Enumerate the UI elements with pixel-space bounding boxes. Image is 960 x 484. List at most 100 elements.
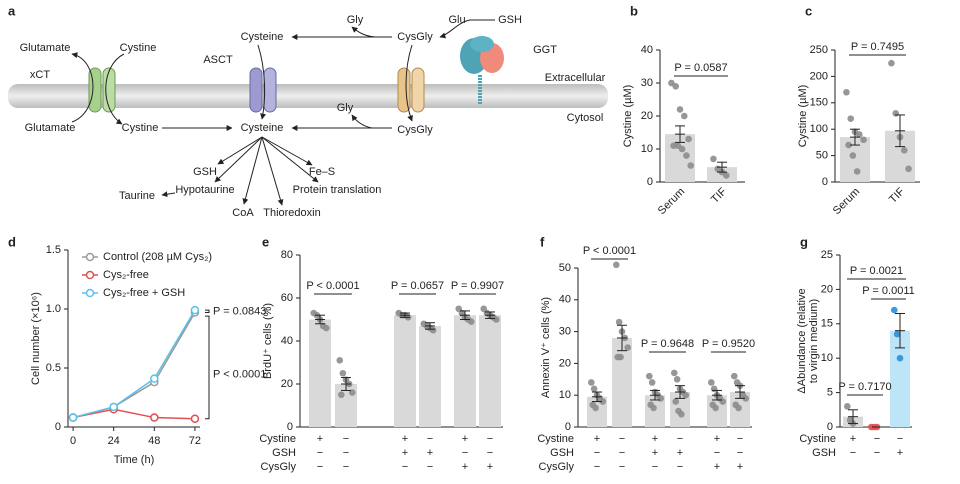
panel-label: b <box>630 3 638 18</box>
y-axis-label: BrdU⁺ cells (%) <box>262 303 274 379</box>
label: Cysteine <box>241 122 284 134</box>
label: Gly <box>337 102 354 114</box>
x-tick-label: 72 <box>189 435 201 447</box>
arrow <box>71 52 94 123</box>
p-value: P = 0.9648 <box>641 338 694 350</box>
data-point <box>190 414 200 423</box>
x-axis-label: Time (h) <box>114 454 155 466</box>
data-point <box>492 316 500 323</box>
data-point <box>892 110 900 117</box>
condition-sign: − <box>487 447 493 459</box>
data-point <box>109 402 118 412</box>
condition-sign: + <box>487 461 493 473</box>
label: ASCT <box>203 54 233 66</box>
panel-label: c <box>805 3 812 18</box>
p-value: P = 0.0587 <box>674 62 727 74</box>
data-point <box>843 403 851 410</box>
y-axis-label: Cystine (µM) <box>797 85 809 148</box>
condition-name: GSH <box>812 447 836 459</box>
data-point <box>673 376 681 383</box>
data-point <box>722 172 730 179</box>
arrow <box>439 19 495 39</box>
panel-label: e <box>262 234 269 249</box>
label: Cysteine <box>241 31 284 43</box>
condition-sign: + <box>677 447 683 459</box>
y-tick-label: 15 <box>821 318 833 330</box>
error-bar <box>675 385 685 399</box>
y-tick-label: 0 <box>565 421 571 433</box>
data-point <box>680 112 688 120</box>
p-value: P = 0.0011 <box>862 285 915 297</box>
panel-label: a <box>8 3 16 18</box>
legend-marker <box>85 288 95 298</box>
error-bar <box>895 312 905 349</box>
bar <box>612 337 632 427</box>
label: Fe–S <box>309 166 335 178</box>
x-tick-label: TIF <box>887 185 907 205</box>
arrow <box>351 26 376 38</box>
error-bar <box>735 385 745 399</box>
x-tick-label: Serum <box>831 186 862 217</box>
ggt <box>460 36 504 104</box>
y-tick-label: 5 <box>827 387 833 399</box>
data-point <box>339 369 347 377</box>
p-value: P = 0.7495 <box>851 41 904 53</box>
error-bar <box>650 389 660 401</box>
x-tick-label: 0 <box>70 435 76 447</box>
error-bar <box>712 389 722 401</box>
condition-name: CysGly <box>539 461 575 473</box>
data-point <box>648 379 656 386</box>
error-bar <box>425 322 435 330</box>
y-tick-label: 30 <box>559 326 571 338</box>
condition-sign: + <box>462 433 468 445</box>
data-point <box>900 147 908 154</box>
arrow <box>351 114 373 129</box>
data-point <box>617 353 624 361</box>
data-point <box>676 106 684 113</box>
label: GGT <box>533 44 557 56</box>
error-bar <box>400 312 410 318</box>
arrow <box>257 44 267 120</box>
bar <box>309 319 331 427</box>
condition-sign: − <box>343 447 349 459</box>
data-point <box>599 398 607 405</box>
error-bar <box>895 114 905 148</box>
data-point <box>670 369 678 377</box>
legend-label: Control (208 µM Cys₂) <box>103 251 212 263</box>
y-tick-label: 0 <box>55 421 61 433</box>
x-tick-label: 24 <box>108 435 120 447</box>
condition-sign: − <box>652 461 658 473</box>
condition-sign: + <box>427 447 433 459</box>
arrow <box>105 53 125 125</box>
p-value: P = 0.0843 <box>213 305 266 317</box>
bar <box>454 315 476 427</box>
p-value: P = 0.0657 <box>391 280 444 292</box>
condition-sign: − <box>462 447 468 459</box>
condition-sign: − <box>594 447 600 459</box>
legend-marker <box>85 252 95 262</box>
label: Cystine <box>122 122 159 134</box>
condition-sign: − <box>677 433 683 445</box>
condition-name: Cystine <box>259 433 296 445</box>
data-point <box>68 413 78 422</box>
condition-sign: − <box>427 433 433 445</box>
legend-label: Cys₂-free <box>103 269 149 281</box>
condition-sign: + <box>714 433 720 445</box>
condition-sign: − <box>850 447 856 459</box>
y-tick-label: 1.5 <box>46 244 61 256</box>
label: Hypotaurine <box>175 184 234 196</box>
condition-sign: − <box>317 461 323 473</box>
data-point <box>657 395 665 402</box>
p-value: P < 0.0001 <box>213 368 266 380</box>
significance-bracket <box>205 309 210 314</box>
x-tick-label: TIF <box>709 185 729 205</box>
condition-sign: − <box>677 461 683 473</box>
y-tick-label: 40 <box>641 44 653 56</box>
y-axis-label: to virgin medium) <box>808 299 820 383</box>
condition-sign: + <box>897 447 903 459</box>
data-point <box>650 404 657 412</box>
y-tick-label: 40 <box>559 294 571 306</box>
data-point <box>587 379 595 386</box>
label: Thioredoxin <box>263 207 320 219</box>
